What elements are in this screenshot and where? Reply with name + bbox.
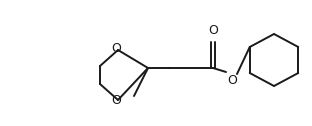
Text: O: O <box>111 42 121 55</box>
Text: O: O <box>227 73 237 87</box>
Text: O: O <box>208 24 218 37</box>
Text: O: O <box>111 94 121 107</box>
